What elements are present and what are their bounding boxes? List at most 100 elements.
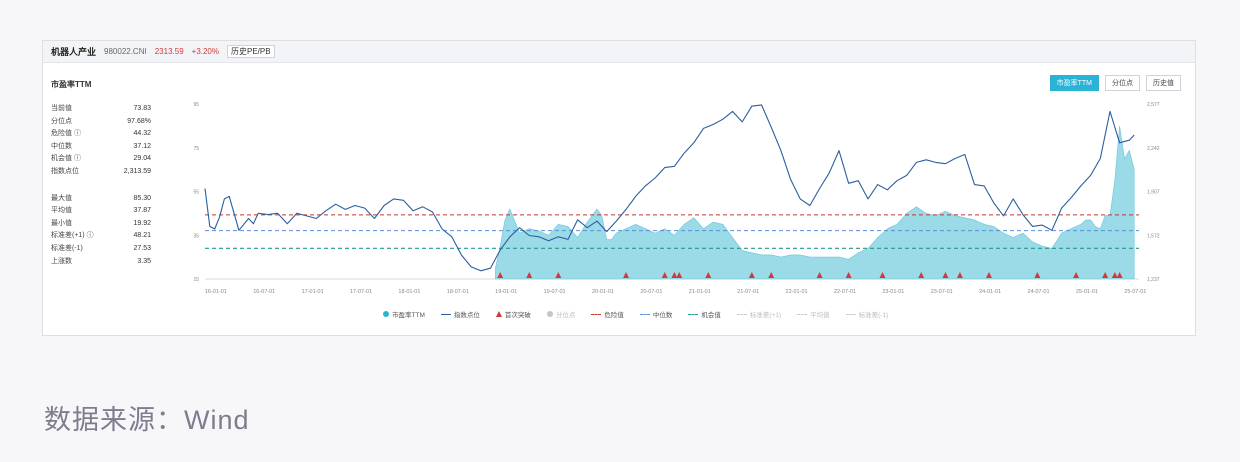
first-breakthrough-marker — [956, 272, 963, 278]
legend-dash-icon — [639, 313, 650, 315]
x-tick-label: 23-07-01 — [931, 289, 953, 295]
legend-item[interactable]: 危险值 — [591, 309, 624, 319]
legend-dash-icon — [845, 313, 856, 315]
legend-label: 市盈率TTM — [392, 312, 425, 319]
x-tick-label: 19-01-01 — [495, 289, 517, 295]
legend-label: 平均值 — [810, 312, 830, 319]
metric-tabs: 市盈率TTM 分位点 历史值 — [1049, 75, 1181, 91]
legend-item[interactable]: 中位数 — [639, 309, 673, 319]
stat-min: 最小值 19.92 — [51, 218, 151, 231]
stat-value: 85.30 — [133, 194, 151, 202]
y-left-tick-label: 95 — [193, 102, 199, 108]
legend-dot-icon — [383, 311, 389, 317]
legend-item[interactable]: 标准差(+1) — [736, 309, 782, 319]
x-tick-label: 23-01-01 — [882, 289, 904, 295]
tab-history[interactable]: 历史值 — [1146, 75, 1181, 91]
first-breakthrough-marker — [1111, 272, 1118, 278]
x-tick-label: 18-07-01 — [447, 289, 469, 295]
x-tick-label: 25-01-01 — [1076, 289, 1098, 295]
stat-value: 27.53 — [133, 244, 151, 252]
first-breakthrough-marker — [1116, 272, 1123, 278]
chart-legend: 市盈率TTM 指数点位 首次突破 分位点 危险值 中位数 机会值 标准差(+1) 平均值 标准差(… — [383, 309, 888, 319]
x-tick-label: 19-07-01 — [544, 289, 566, 295]
x-tick-label: 16-07-01 — [253, 289, 275, 295]
stat-label: 分位点 — [51, 117, 72, 125]
stat-value: 48.21 — [133, 232, 151, 240]
history-pe-pb-button[interactable]: 历史PE/PB — [227, 45, 275, 58]
index-change: +3.20% — [191, 47, 219, 56]
card-header: 机器人产业 980022.CNI 2313.59 +3.20% 历史PE/PB — [43, 41, 1195, 63]
stat-value: 29.04 — [133, 155, 151, 163]
first-breakthrough-marker — [526, 272, 533, 278]
stat-value: 44.32 — [133, 130, 151, 138]
y-right-tick-label: 2,577 — [1147, 102, 1160, 108]
pe-chart: 15 35 55 75 95 1,237 1,572 1,907 2,242 2,577 16-01… — [193, 102, 1160, 295]
y-right-tick-label: 2,242 — [1147, 146, 1160, 152]
index-name: 机器人产业 — [51, 47, 97, 57]
stat-value: 97.68% — [127, 117, 151, 125]
x-tick-label: 21-01-01 — [689, 289, 711, 295]
first-breakthrough-marker — [918, 272, 925, 278]
y-left-tick-label: 35 — [193, 233, 199, 239]
first-breakthrough-marker — [1073, 272, 1080, 278]
stat-mean: 平均值 37.87 — [51, 205, 151, 218]
index-level-line — [204, 104, 1135, 272]
stat-std-plus: 标准差(+1) ⓘ 48.21 — [51, 230, 151, 243]
legend-label: 指数点位 — [453, 312, 480, 319]
stat-label: 当前值 — [51, 105, 72, 112]
stat-index-level: 指数点位 2,313.59 — [51, 166, 151, 179]
legend-label: 中位数 — [652, 312, 673, 319]
first-breakthrough-marker — [497, 272, 504, 278]
stat-value: 19.92 — [133, 219, 151, 227]
legend-item[interactable]: 机会值 — [688, 309, 721, 319]
first-breakthrough-marker — [879, 272, 886, 278]
legend-item[interactable]: 标准差(-1) — [845, 309, 889, 319]
stat-label: 最大值 — [51, 194, 72, 202]
tab-percentile[interactable]: 分位点 — [1105, 75, 1140, 91]
y-left-tick-label: 55 — [193, 190, 199, 196]
x-tick-label: 17-01-01 — [302, 289, 324, 295]
legend-label: 标准差(+1) — [749, 312, 782, 319]
first-breakthrough-marker — [816, 272, 823, 278]
first-breakthrough-marker — [845, 272, 852, 278]
stat-current: 当前值 73.83 — [51, 103, 151, 116]
first-breakthrough-marker — [768, 272, 775, 278]
stat-value: 37.87 — [133, 207, 151, 215]
first-breakthrough-marker — [942, 272, 949, 278]
first-breakthrough-marker — [623, 272, 630, 278]
stat-label: 平均值 — [51, 207, 72, 215]
stat-value: 37.12 — [133, 142, 151, 150]
stat-max: 最大值 85.30 — [51, 193, 151, 206]
first-breakthrough-marker — [748, 272, 755, 278]
y-right-tick-label: 1,572 — [1147, 233, 1160, 239]
index-price: 2313.59 — [154, 47, 184, 56]
stat-label: 指数点位 — [51, 167, 79, 175]
stat-label: 最小值 — [51, 219, 72, 227]
pe-ttm-area — [495, 125, 1135, 280]
legend-item[interactable]: 平均值 — [797, 309, 830, 319]
x-tick-label: 21-07-01 — [737, 289, 759, 295]
legend-label: 危险值 — [604, 312, 624, 319]
y-right-tick-label: 1,237 — [1147, 277, 1160, 283]
y-left-tick-label: 15 — [193, 277, 199, 283]
first-breakthrough-marker — [1034, 272, 1041, 278]
legend-label: 标准差(-1) — [858, 312, 889, 319]
stat-percentile: 分位点 97.68% — [51, 116, 151, 129]
legend-dot-icon — [546, 311, 553, 317]
chart-title: 市盈率TTM — [51, 80, 92, 89]
legend-label: 首次突破 — [504, 312, 531, 319]
legend-item[interactable]: 市盈率TTM — [383, 309, 425, 319]
legend-item[interactable]: 指数点位 — [440, 309, 480, 319]
legend-item[interactable]: 首次突破 — [495, 309, 531, 319]
legend-dash-icon — [736, 313, 747, 315]
source-note: 数据来源：Wind — [44, 405, 250, 435]
index-code: 980022.CNI — [104, 47, 147, 56]
stat-rise: 上涨数 3.35 — [51, 256, 151, 269]
legend-item[interactable]: 分位点 — [546, 309, 575, 319]
tab-pe-ttm[interactable]: 市盈率TTM — [1049, 75, 1099, 91]
x-tick-label: 18-01-01 — [398, 289, 420, 295]
valuation-card: 机器人产业 980022.CNI 2313.59 +3.20% 历史PE/PB … — [42, 40, 1196, 336]
stat-label: 危险值 ⓘ — [51, 130, 81, 138]
stat-median: 中位数 37.12 — [51, 141, 151, 154]
legend-triangle-icon — [495, 311, 502, 317]
